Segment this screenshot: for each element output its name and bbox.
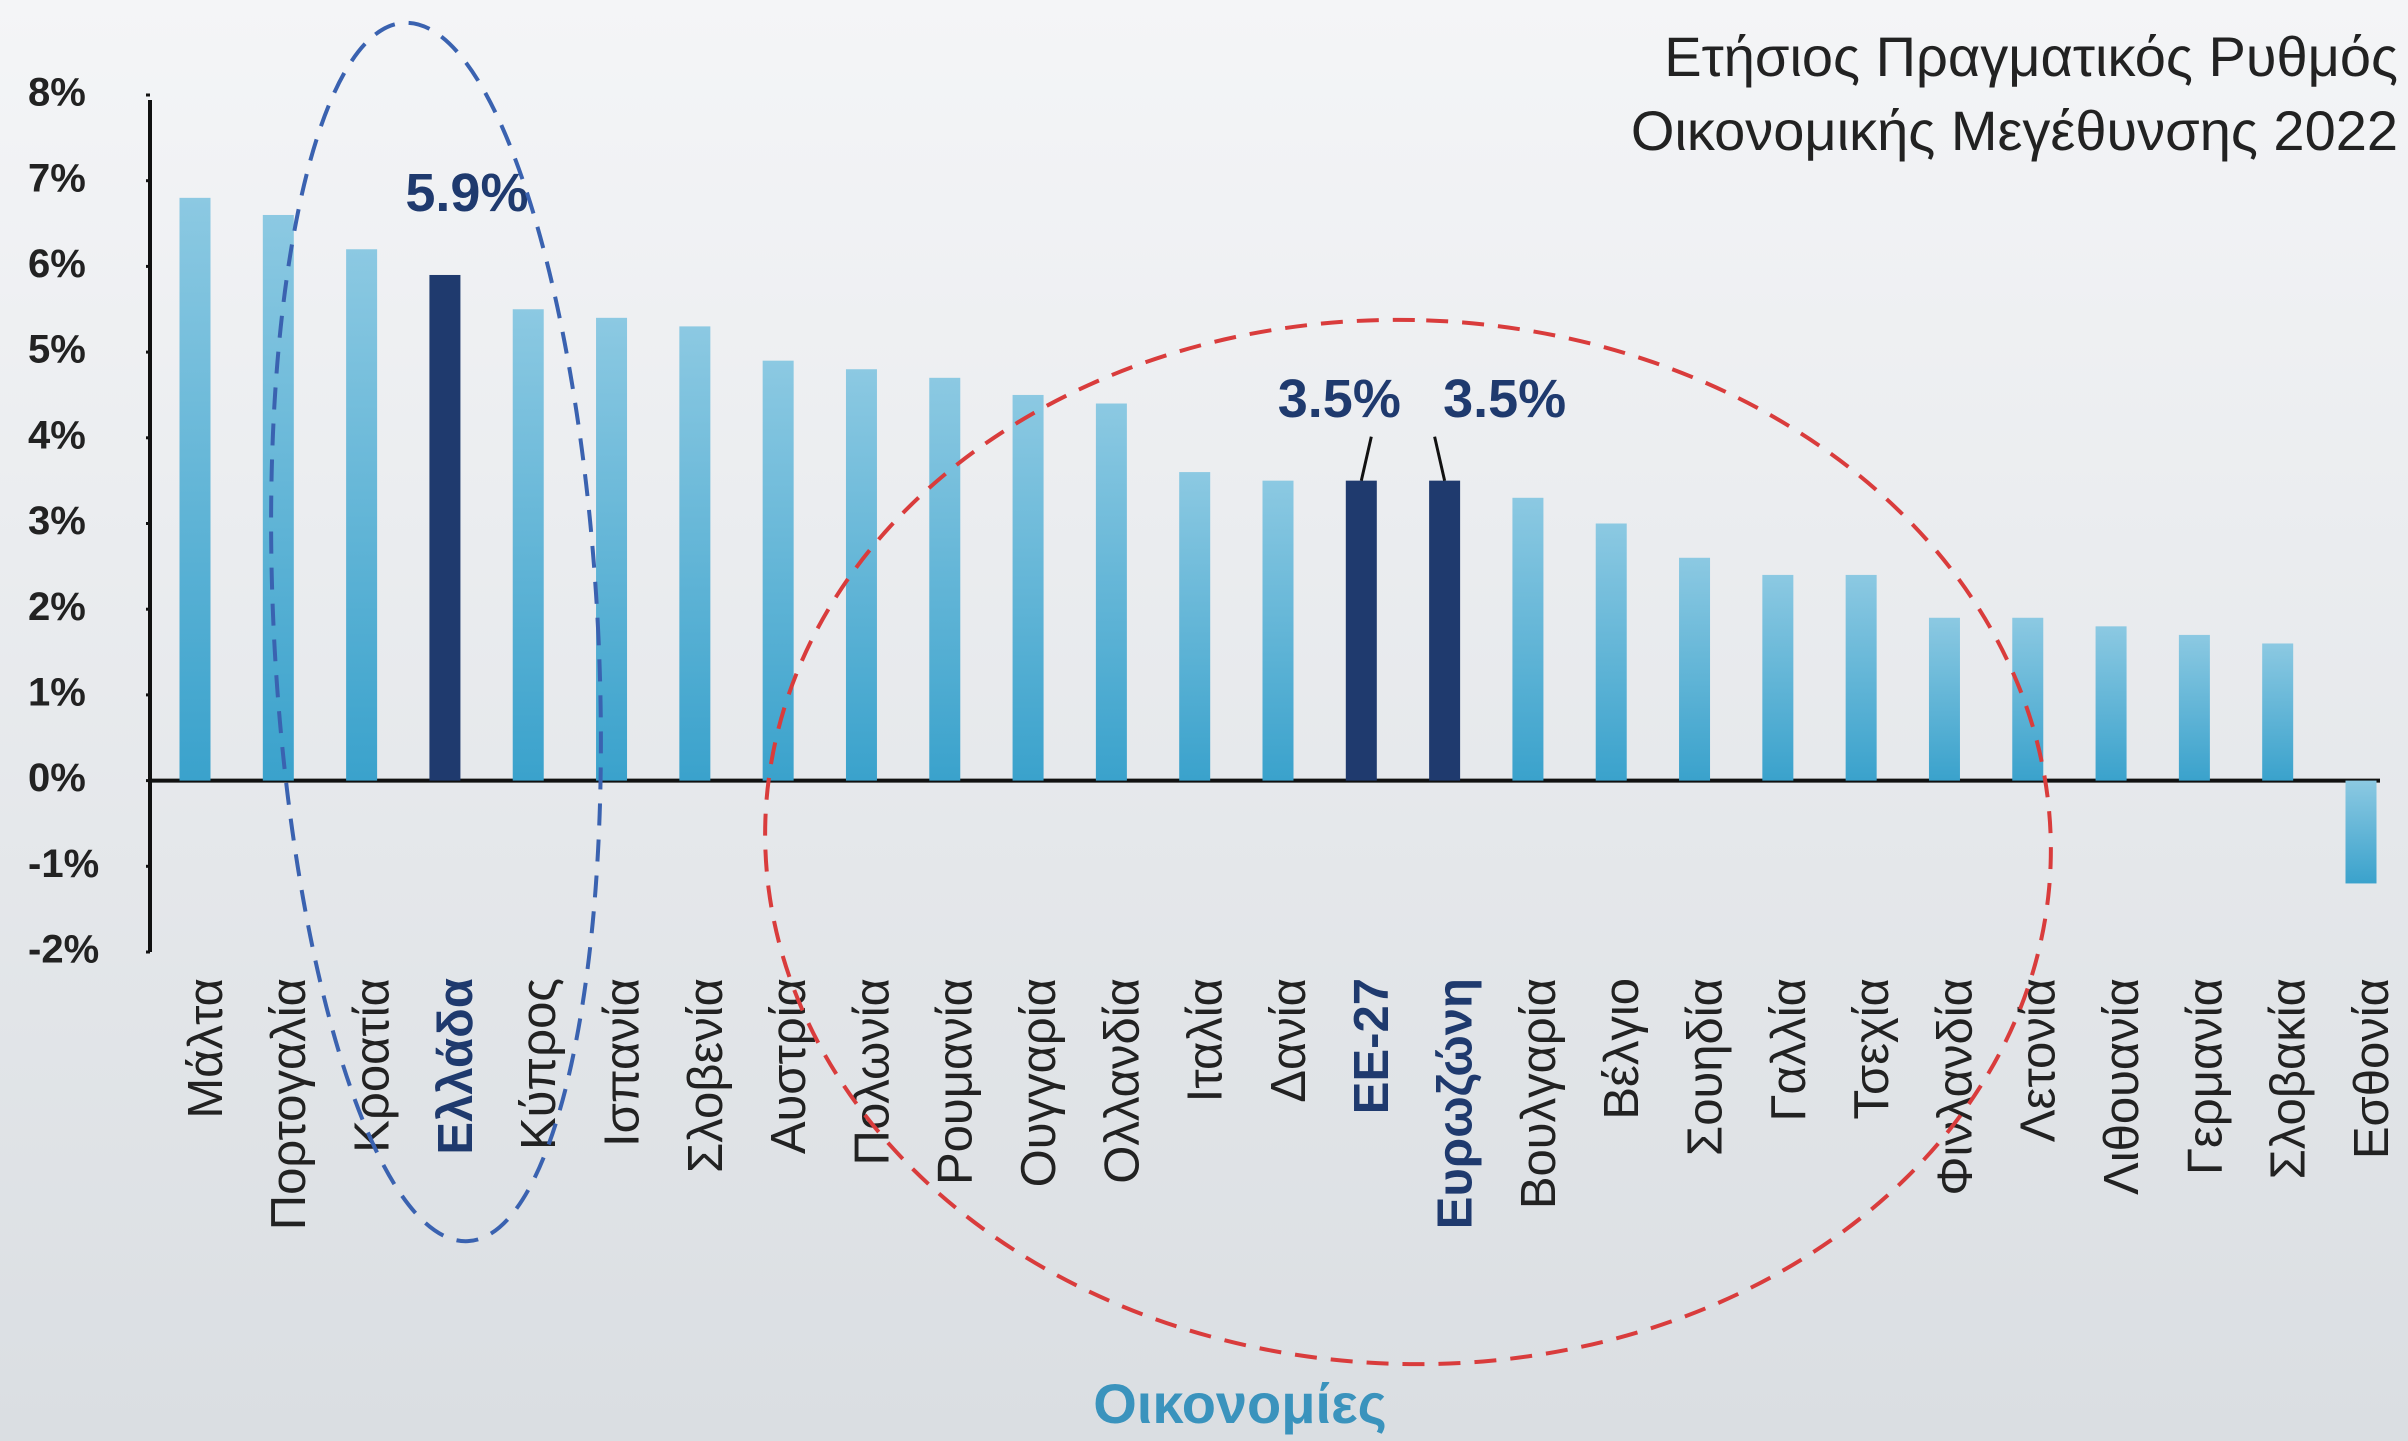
highlight-ellipse (763, 317, 2053, 1367)
leader-line (1433, 436, 1447, 481)
x-tick-label: Αυστρία (762, 978, 816, 1154)
x-tick-label: Ισπανία (595, 978, 649, 1147)
bar (929, 377, 961, 781)
x-tick-label: Λιθουανία (2095, 978, 2149, 1195)
bar (1262, 480, 1294, 781)
y-tick-label: 6% (28, 242, 86, 286)
x-tick-label: Ολλανδία (1095, 978, 1149, 1184)
x-tick-label: Ελλάδα (429, 978, 483, 1155)
bar (1512, 497, 1544, 781)
bar (1595, 523, 1627, 781)
bar (1845, 574, 1877, 781)
y-tick-label: 3% (28, 499, 86, 543)
x-tick-label: Γερμανία (2178, 978, 2232, 1175)
bar (1679, 557, 1711, 781)
y-tick-label: 5% (28, 328, 86, 372)
x-tick-label: Κύπρος (512, 978, 566, 1150)
bar (512, 309, 544, 781)
highlight-ellipse (269, 20, 603, 1244)
bar (762, 360, 794, 781)
bar (346, 249, 378, 781)
x-tick-label: Μάλτα (179, 978, 233, 1119)
leader-line (1359, 436, 1373, 481)
bar (1345, 480, 1377, 781)
x-tick-label: Σουηδία (1678, 978, 1732, 1156)
y-tick-label: 1% (28, 670, 86, 714)
x-tick-label: Φινλανδία (1928, 978, 1982, 1196)
data-label: 3.5% (1278, 369, 1401, 429)
bar (2345, 780, 2377, 884)
bar (1179, 472, 1211, 781)
x-tick-label: Τσεχία (1845, 978, 1899, 1120)
data-label: 5.9% (405, 163, 528, 223)
bar (2095, 626, 2127, 781)
y-tick-label: 7% (28, 156, 86, 200)
y-tick-label: -2% (28, 928, 99, 972)
bar (2178, 634, 2210, 781)
x-tick-label: Ιταλία (1179, 978, 1233, 1102)
x-tick-label: Δανία (1262, 978, 1316, 1103)
bar (1095, 403, 1127, 781)
bar (179, 197, 211, 781)
x-tick-label: Σλοβενία (679, 978, 733, 1173)
x-tick-label: Εσθονία (2345, 978, 2399, 1159)
x-tick-label: Πολωνία (845, 978, 899, 1165)
x-tick-label: Σλοβακία (2262, 978, 2316, 1180)
bar (845, 369, 877, 781)
x-tick-label: Πορτογαλία (262, 978, 316, 1230)
bar (429, 274, 461, 781)
x-tick-label: Βουλγαρία (1512, 978, 1566, 1209)
x-tick-label: Βέλγιο (1595, 978, 1649, 1120)
bar (679, 326, 711, 781)
bar (2262, 643, 2294, 781)
y-tick-label: 4% (28, 413, 86, 457)
x-tick-label: Ουγγαρία (1012, 978, 1066, 1187)
bar (1928, 617, 1960, 781)
data-label: 3.5% (1443, 369, 1566, 429)
chart-title: Οικονομικής Μεγέθυνσης 2022 (1631, 99, 2398, 162)
x-tick-label: Κροατία (346, 978, 400, 1153)
y-tick-label: 8% (28, 71, 86, 115)
chart-title: Ετήσιος Πραγματικός Ρυθμός (1664, 25, 2398, 88)
x-axis-title: Οικονομίες (1093, 1372, 1387, 1435)
x-tick-label: ΕΕ-27 (1345, 978, 1399, 1114)
bar (1012, 394, 1044, 781)
x-tick-label: Ευρωζώνη (1429, 978, 1483, 1229)
y-tick-label: 0% (28, 756, 86, 800)
y-tick-label: 2% (28, 585, 86, 629)
bar (1429, 480, 1461, 781)
y-tick-label: -1% (28, 842, 99, 886)
x-tick-label: Γαλλία (1762, 978, 1816, 1122)
x-tick-label: Λετονία (2012, 978, 2066, 1142)
bar (1762, 574, 1794, 781)
x-tick-label: Ρουμανία (929, 978, 983, 1185)
